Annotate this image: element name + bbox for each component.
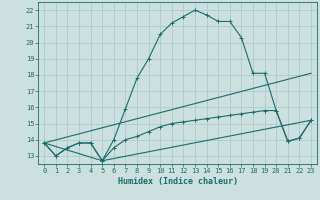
X-axis label: Humidex (Indice chaleur): Humidex (Indice chaleur) (118, 177, 238, 186)
